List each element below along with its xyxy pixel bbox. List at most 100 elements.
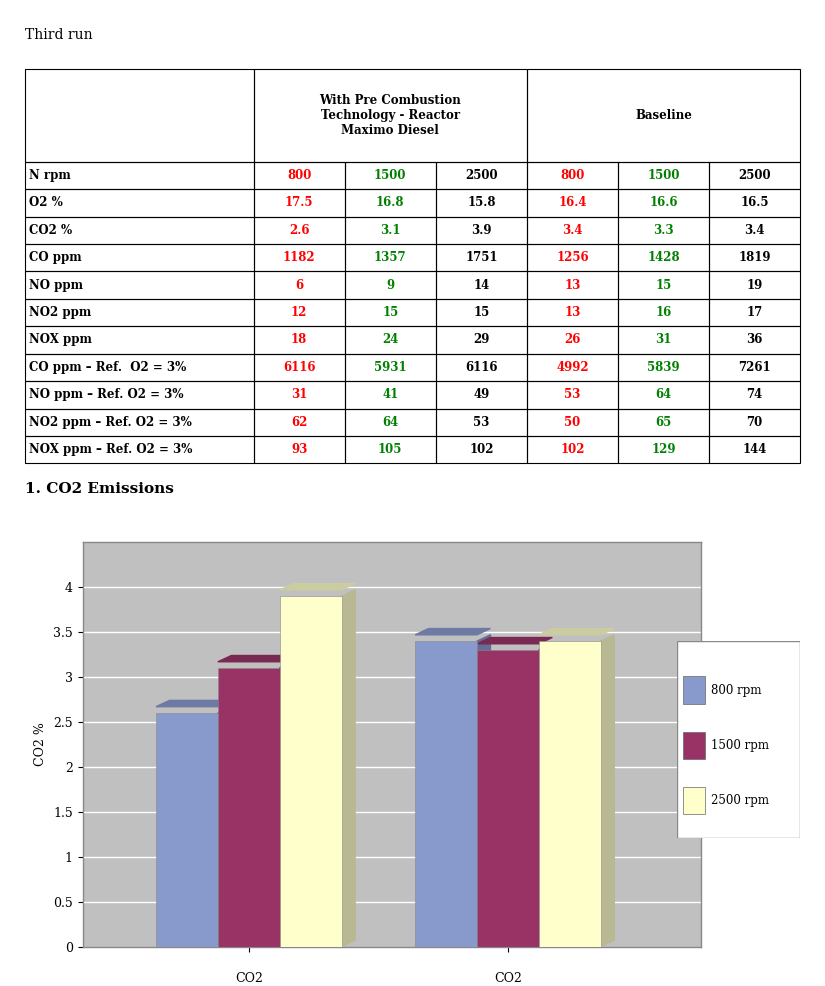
Text: 12: 12 xyxy=(291,306,307,319)
Bar xyxy=(345,244,436,271)
Bar xyxy=(25,244,253,271)
Polygon shape xyxy=(342,590,355,947)
Polygon shape xyxy=(539,644,553,947)
Text: N rpm: N rpm xyxy=(30,169,71,182)
Text: 49: 49 xyxy=(474,388,489,401)
Bar xyxy=(345,162,436,189)
Text: 70: 70 xyxy=(747,416,763,429)
Text: 3.4: 3.4 xyxy=(562,224,582,237)
Bar xyxy=(618,326,710,354)
Bar xyxy=(25,382,253,408)
Bar xyxy=(25,354,253,382)
Bar xyxy=(415,641,477,947)
Text: CO ppm: CO ppm xyxy=(30,251,82,264)
Text: 6: 6 xyxy=(295,279,303,292)
Text: O2 %: O2 % xyxy=(30,196,64,209)
Bar xyxy=(253,408,345,436)
Bar xyxy=(156,713,218,947)
Text: CO2: CO2 xyxy=(494,972,522,985)
Bar xyxy=(710,217,800,244)
Y-axis label: CO2 %: CO2 % xyxy=(35,723,48,766)
Bar xyxy=(345,408,436,436)
Bar xyxy=(25,408,253,436)
Bar xyxy=(253,217,345,244)
Bar xyxy=(527,436,618,463)
Bar xyxy=(253,326,345,354)
Text: 93: 93 xyxy=(291,443,307,457)
Bar xyxy=(345,189,436,217)
Text: 19: 19 xyxy=(747,279,763,292)
Text: 17: 17 xyxy=(747,306,763,319)
Bar xyxy=(710,326,800,354)
Bar xyxy=(710,244,800,271)
Text: 41: 41 xyxy=(382,388,398,401)
Text: 800: 800 xyxy=(560,169,585,182)
Text: CO2: CO2 xyxy=(235,972,262,985)
Text: 13: 13 xyxy=(564,279,581,292)
Bar xyxy=(25,326,253,354)
Text: 3.9: 3.9 xyxy=(471,224,492,237)
Bar xyxy=(436,162,527,189)
Text: 3.4: 3.4 xyxy=(744,224,765,237)
Text: 102: 102 xyxy=(560,443,585,457)
Bar xyxy=(253,162,345,189)
Text: 13: 13 xyxy=(564,306,581,319)
Text: 18: 18 xyxy=(291,333,307,346)
Bar xyxy=(436,217,527,244)
Bar xyxy=(539,641,601,947)
Text: 1819: 1819 xyxy=(738,251,771,264)
Text: 31: 31 xyxy=(655,333,672,346)
Polygon shape xyxy=(601,635,615,947)
Bar xyxy=(710,271,800,299)
Bar xyxy=(527,408,618,436)
Polygon shape xyxy=(415,628,491,635)
Bar xyxy=(683,787,705,814)
Text: 800: 800 xyxy=(287,169,311,182)
Text: 105: 105 xyxy=(378,443,403,457)
Text: 129: 129 xyxy=(651,443,676,457)
Bar xyxy=(345,382,436,408)
Bar xyxy=(25,69,253,162)
Text: 5931: 5931 xyxy=(374,361,407,374)
Bar xyxy=(253,299,345,326)
Text: 102: 102 xyxy=(469,443,493,457)
Bar xyxy=(253,354,345,382)
Bar xyxy=(710,299,800,326)
Bar xyxy=(710,408,800,436)
Bar xyxy=(25,436,253,463)
Bar xyxy=(436,189,527,217)
Text: 2.6: 2.6 xyxy=(289,224,309,237)
Text: Third run: Third run xyxy=(25,28,92,41)
Bar xyxy=(527,69,800,162)
Polygon shape xyxy=(477,638,553,644)
Text: 14: 14 xyxy=(474,279,489,292)
Text: 1182: 1182 xyxy=(283,251,315,264)
Bar xyxy=(436,244,527,271)
Text: NO ppm – Ref. O2 = 3%: NO ppm – Ref. O2 = 3% xyxy=(30,388,184,401)
Bar xyxy=(710,436,800,463)
Text: 53: 53 xyxy=(564,388,581,401)
Text: 62: 62 xyxy=(291,416,307,429)
Bar xyxy=(618,244,710,271)
Text: 15.8: 15.8 xyxy=(467,196,496,209)
Text: 144: 144 xyxy=(742,443,767,457)
Bar xyxy=(527,354,618,382)
Text: 9: 9 xyxy=(386,279,394,292)
Bar xyxy=(436,299,527,326)
Bar xyxy=(345,299,436,326)
Text: 4992: 4992 xyxy=(556,361,589,374)
Text: 65: 65 xyxy=(655,416,672,429)
Bar xyxy=(618,299,710,326)
Bar xyxy=(710,189,800,217)
Bar xyxy=(527,217,618,244)
Text: NO2 ppm – Ref. O2 = 3%: NO2 ppm – Ref. O2 = 3% xyxy=(30,416,192,429)
Bar xyxy=(345,217,436,244)
Bar xyxy=(618,271,710,299)
Polygon shape xyxy=(280,584,355,590)
Text: 1751: 1751 xyxy=(465,251,497,264)
Text: 1428: 1428 xyxy=(648,251,680,264)
Text: NO ppm: NO ppm xyxy=(30,279,83,292)
Bar xyxy=(527,299,618,326)
Text: 3.3: 3.3 xyxy=(653,224,674,237)
Text: 15: 15 xyxy=(474,306,489,319)
